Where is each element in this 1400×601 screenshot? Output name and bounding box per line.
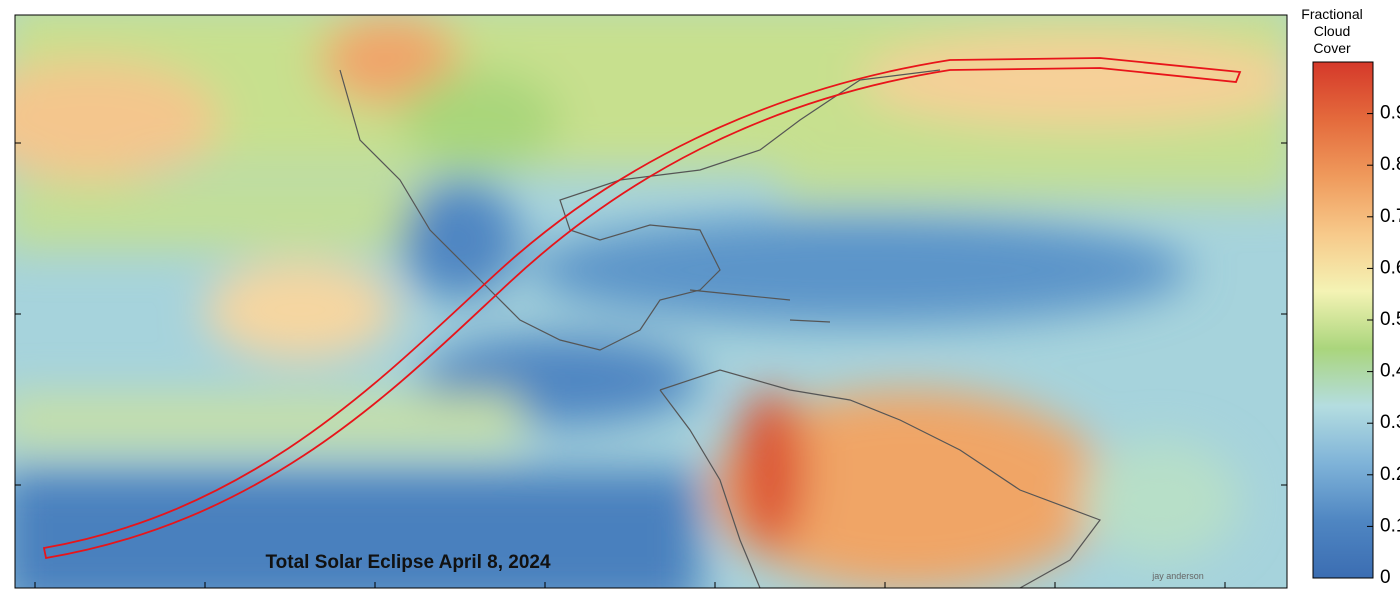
colorbar-label: Fractional bbox=[1301, 6, 1362, 22]
colorbar-tick-label: 0.4 bbox=[1380, 361, 1400, 382]
colorbar-scale bbox=[1312, 61, 1374, 579]
frame-ticks bbox=[15, 142, 1287, 588]
colorbar-tick-label: 0 bbox=[1380, 567, 1391, 588]
cloud-field bbox=[15, 15, 1287, 588]
coastlines bbox=[339, 69, 1101, 588]
colorbar-label: Cloud bbox=[1314, 23, 1351, 39]
colorbar-tick-label: 0.7 bbox=[1380, 206, 1400, 227]
colorbar-tick-label: 0.1 bbox=[1380, 515, 1400, 536]
colorbar-tick-label: 0.2 bbox=[1380, 464, 1400, 485]
colorbar: Fractional Cloud Cover 0 0.1 0.2 0.3 0.4 0.5 0… bbox=[1301, 6, 1400, 588]
colorbar-tick-label: 0.8 bbox=[1380, 154, 1400, 175]
colorbar-tick-label: 0.9 bbox=[1380, 103, 1400, 124]
colorbar-tick-label: 0.5 bbox=[1380, 309, 1400, 330]
credit: jay anderson bbox=[1151, 571, 1204, 581]
colorbar-tick-label: 0.6 bbox=[1380, 257, 1400, 278]
colorbar-label: Cover bbox=[1313, 40, 1351, 56]
eclipse-path bbox=[42, 57, 1242, 560]
map-title: Total Solar Eclipse April 8, 2024 bbox=[265, 552, 551, 573]
colorbar-tick-label: 0.3 bbox=[1380, 412, 1400, 433]
map-frame bbox=[14, 14, 1288, 589]
